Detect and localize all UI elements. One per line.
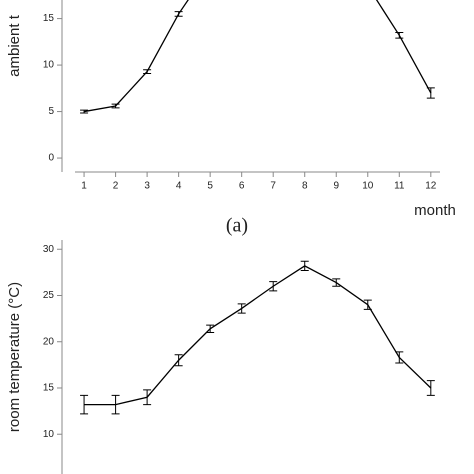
x-tick-label: 6 [239, 181, 245, 192]
error-bar [395, 351, 404, 364]
error-bar [111, 394, 120, 415]
line [84, 265, 432, 406]
x-tick-label: 2 [113, 181, 119, 192]
error-bar [174, 11, 183, 17]
plot-area [80, 260, 435, 415]
error-bar [395, 32, 404, 39]
y-tick-label: 0 [48, 153, 54, 164]
error-bar [80, 109, 89, 114]
plot-area [80, 0, 435, 114]
error-bar [363, 299, 372, 310]
y-tick-label: 10 [43, 60, 55, 71]
x-axis-label: month [414, 202, 456, 219]
x-tick-label: 8 [302, 181, 308, 192]
error-bar [237, 303, 246, 314]
x-tick-label: 3 [144, 181, 150, 192]
y-tick-label: 25 [43, 290, 55, 301]
chart: 10 15 20 25 30 room temperature (°C) [6, 240, 435, 474]
x-tick-label: 9 [333, 181, 339, 192]
error-bar [111, 103, 120, 109]
x-tick-label: 5 [207, 181, 213, 192]
error-bar [174, 354, 183, 367]
y-axis-label: room temperature (°C) [6, 282, 23, 432]
y-tick-label: 20 [43, 336, 55, 347]
x-tick-label: 1 [81, 181, 87, 192]
y-tick-label: 5 [48, 106, 54, 117]
error-bar [426, 87, 435, 99]
x-tick-label: 10 [362, 181, 374, 192]
y-tick-label: 10 [43, 429, 55, 440]
error-bar [143, 389, 152, 406]
error-bar [426, 380, 435, 396]
error-bar [300, 260, 309, 272]
y-tick-label: 15 [43, 13, 55, 24]
error-bar [80, 394, 89, 415]
y-tick-label: 30 [43, 244, 55, 255]
y-tick-label: 15 [43, 383, 55, 394]
x-tick-label: 11 [394, 181, 405, 192]
error-bar [206, 324, 215, 333]
x-tick-label: 4 [176, 181, 182, 192]
error-bar [269, 281, 278, 292]
error-bar [332, 278, 341, 287]
error-bar [143, 69, 152, 74]
y-axis-label: ambient t [6, 14, 23, 77]
x-tick-label: 7 [270, 181, 276, 192]
x-tick-label: 12 [425, 181, 437, 192]
line [83, 0, 432, 113]
caption: (a) [226, 215, 248, 237]
